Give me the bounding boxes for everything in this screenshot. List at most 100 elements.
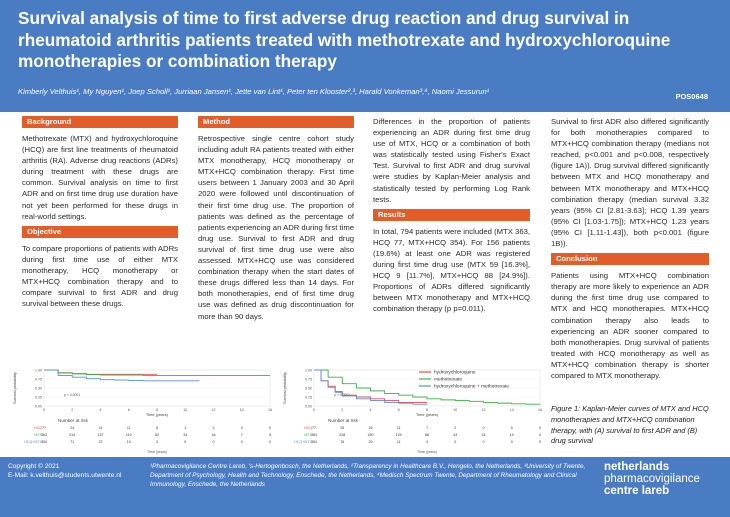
chart-1-risk-cell: 3 [269, 433, 271, 437]
chart-2-x-tick-label: 4 [370, 408, 372, 412]
chart-1-x-tick-label: 6 [128, 408, 130, 412]
chart-1-x-tick-label: 14 [240, 408, 244, 412]
chart-1-risk-cell: 0 [213, 440, 215, 444]
chart-2-risk-cell: 0 [539, 440, 541, 444]
chart-2-risk-cell: 0 [539, 426, 541, 430]
method-heading: Method [198, 116, 354, 128]
chart-1-risk-cell: 214 [69, 433, 75, 437]
chart-2-risk-row-label: HCQ [304, 426, 312, 430]
chart-1-x-axis-label: Time (years) [146, 412, 169, 417]
chart-1-risk-cell: 7 [241, 433, 243, 437]
chart-2-risk-cell: 88 [425, 433, 429, 437]
chart-1-risk-cell: 0 [241, 426, 243, 430]
chart-1-risk-cell: 24 [70, 426, 74, 430]
results-heading: Results [373, 208, 530, 221]
chart-1-risk-cell: 110 [126, 433, 132, 437]
chart-1-x-tick-label: 10 [183, 408, 187, 412]
chart-1-risk-cell: 0 [241, 440, 243, 444]
chart-2-risk-cell: 2 [454, 426, 456, 430]
chart-1-y-tick-label: 1.00 [35, 369, 42, 373]
logo-line-3: centre lareb [604, 485, 670, 497]
chart-2-risk-cell: 0 [511, 426, 513, 430]
poster-title: Survival analysis of time to first adver… [18, 8, 671, 71]
chart-1-risk-cell: 14 [99, 426, 103, 430]
chart-2-risk-cell: 7 [426, 426, 428, 430]
results-text-continued: Survival to first ADR also differed sign… [551, 117, 709, 249]
chart-1-risk-cell: 71 [70, 440, 74, 444]
chart-1-risk-cell: 0 [269, 440, 271, 444]
chart-2-y-axis-label: Survival probability [283, 372, 287, 404]
chart-2-risk-cell: 43 [453, 433, 457, 437]
background-heading: Background [22, 116, 178, 128]
chart-1-risk-cell: 77 [42, 426, 46, 430]
chart-2-risk-row-label: HCQ+MTX [294, 440, 312, 444]
chart-2-risk-cell: 16 [369, 426, 373, 430]
chart-1-series-line-3 [44, 369, 200, 382]
chart-2-x-axis-label: Time (years) [416, 412, 439, 417]
chart-1-risk-row-label: MTX [34, 433, 42, 437]
poster-header: Survival analysis of time to first adver… [0, 0, 730, 112]
chart-2-y-tick-label: 0.00 [305, 405, 312, 409]
chart-1-risk-cell: 34 [183, 433, 187, 437]
chart-2-y-tick-label: 0.75 [305, 378, 312, 382]
chart-2-risk-x-label: Time (years) [417, 450, 437, 454]
objective-heading: Objective [22, 225, 178, 238]
chart-1-x-tick-label: 8 [156, 408, 158, 412]
poster-footer: Copyright © 2021 E-Mail: k.velthuis@stud… [0, 457, 730, 517]
chart-1-risk-row-label: HCQ [34, 426, 42, 430]
chart-2-risk-row-label: MTX [304, 433, 312, 437]
chart-1-x-tick-label: 2 [71, 408, 73, 412]
chart-1-y-tick-label: 0.50 [35, 387, 42, 391]
chart-2-risk-cell: 150 [368, 433, 374, 437]
chart-1-risk-cell: 0 [269, 426, 271, 430]
chart-2-x-tick-label: 14 [510, 408, 514, 412]
chart-1-y-tick-label: 0.75 [35, 378, 42, 382]
chart-1-risk-row-label: HCQ+MTX [24, 440, 42, 444]
chart-1-risk-cell: 11 [127, 426, 131, 430]
chart-2-risk-cell: 26 [340, 426, 344, 430]
column-4: Survival to first ADR also differed sign… [551, 116, 709, 385]
chart-2-legend-label-3: hydroxychloroquine + methotrexate [434, 384, 509, 390]
method-text: Retrospective single centre cohort study… [198, 134, 354, 321]
chart-2-legend-label-2: methotrexate [434, 377, 462, 383]
chart-1-risk-cell: 0 [184, 440, 186, 444]
chart-2-risk-cell: 4 [539, 433, 541, 437]
affiliations: ¹Pharmacovigilance Centre Lareb, 's-Hert… [150, 463, 586, 488]
chart-2-risk-cell: 228 [339, 433, 345, 437]
chart-2-risk-cell: 10 [510, 433, 514, 437]
objective-text: To compare proportions of patients with … [22, 243, 178, 309]
chart-2-x-tick-label: 16 [538, 408, 542, 412]
method-text-continued: Differences in the proportion of patient… [373, 117, 530, 204]
chart-2-y-tick-label: 0.50 [305, 387, 312, 391]
chart-2-risk-cell: 120 [396, 433, 402, 437]
chart-2-x-tick-label: 10 [453, 408, 457, 412]
chart-2-risk-cell: 354 [311, 440, 317, 444]
author-list: Kimberly Velthuis¹, My Nguyen¹, Joep Sch… [18, 87, 490, 96]
logo-line-1: netherlands [604, 461, 670, 473]
poster-id: POS0648 [675, 92, 708, 101]
conclusion-heading: Conclusion [551, 253, 709, 266]
chart-2-series-line-3 [314, 369, 428, 405]
chart-1-x-tick-label: 16 [268, 408, 272, 412]
chart-1-risk-cell: 354 [41, 440, 47, 444]
chart-2-x-tick-label: 12 [482, 408, 486, 412]
chart-1-y-axis-label: Survival probability [13, 372, 17, 404]
chart-2-risk-cell: 24 [482, 433, 486, 437]
chart-2-series-line-2 [314, 369, 541, 405]
chart-1-risk-cell: 82 [155, 433, 159, 437]
column-1: Background Methotrexate (MTX) and hydrox… [22, 116, 178, 313]
chart-1-risk-cell: 23 [99, 440, 103, 444]
chart-2-y-tick-label: 0.25 [305, 396, 312, 400]
chart-1-x-tick-label: 4 [100, 408, 102, 412]
copyright-text: Copyright © 2021 [8, 463, 60, 470]
chart-2-x-tick-label: 6 [398, 408, 400, 412]
chart-1-risk-cell: 137 [98, 433, 104, 437]
chart-1-risk-table-title: Number at risk [58, 418, 89, 423]
copyright: Copyright © 2021 E-Mail: k.velthuis@stud… [8, 462, 128, 480]
chart-1-risk-cell: 0 [213, 426, 215, 430]
lareb-logo: netherlands pharmacovigilance centre lar… [604, 461, 716, 497]
chart-2-risk-cell: 363 [311, 433, 317, 437]
chart-2-risk-cell: 11 [397, 440, 401, 444]
chart-2-risk-cell: 0 [483, 426, 485, 430]
